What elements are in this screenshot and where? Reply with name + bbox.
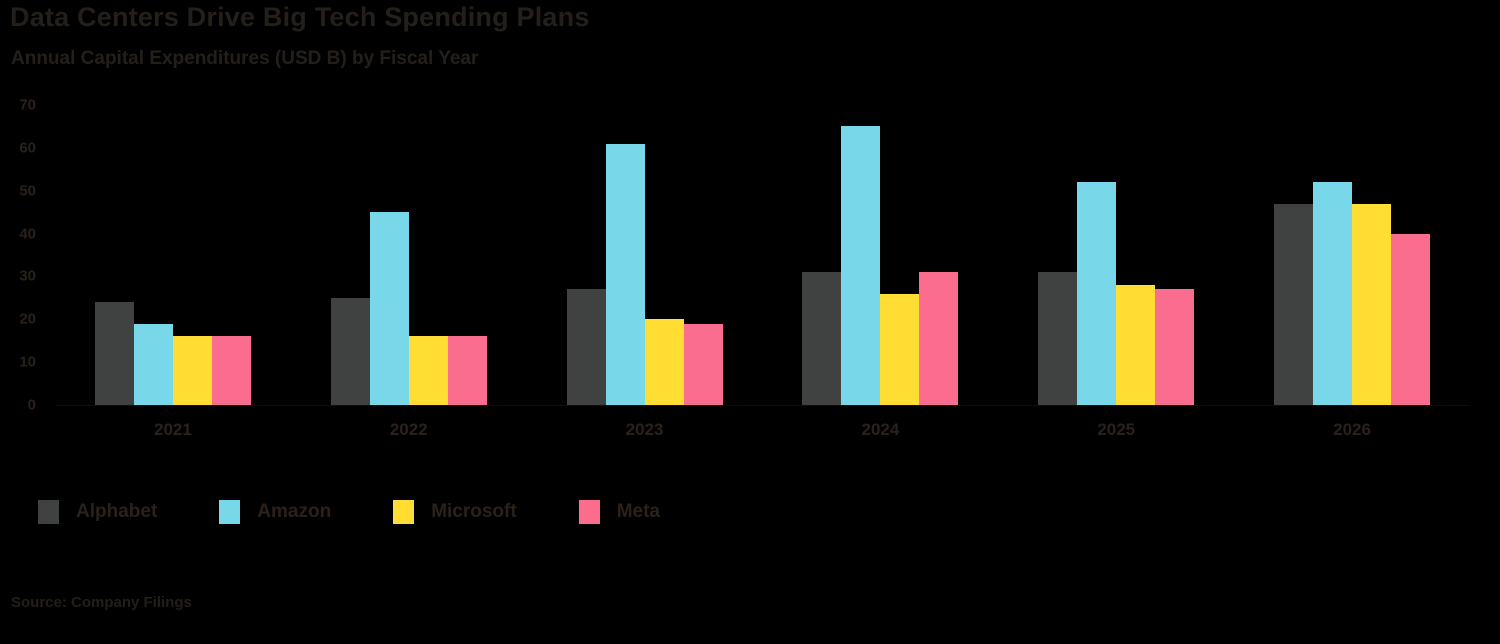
x-axis-tick-label: 2024	[861, 420, 900, 439]
bar-group	[291, 105, 527, 405]
bar-microsoft[interactable]	[1352, 203, 1392, 405]
bar-amazon[interactable]	[369, 212, 409, 405]
x-axis-tick-label: 2023	[625, 420, 664, 439]
plot-area	[55, 105, 1470, 406]
legend: Alphabet Amazon Microsoft Meta	[38, 500, 722, 524]
x-axis-tick-label: 2022	[389, 420, 428, 439]
bar-alphabet[interactable]	[802, 272, 842, 405]
bar-microsoft[interactable]	[408, 336, 448, 405]
bar-group	[998, 105, 1234, 405]
y-axis-tick-label: 10	[19, 353, 36, 371]
legend-swatch-icon	[219, 500, 241, 524]
legend-item-meta[interactable]: Meta	[578, 500, 660, 524]
bar-microsoft[interactable]	[644, 319, 684, 405]
y-axis-tick-label: 50	[19, 182, 36, 200]
bar-amazon[interactable]	[1077, 182, 1117, 405]
y-axis-tick-label: 70	[19, 96, 36, 114]
y-axis-tick-label: 60	[19, 139, 36, 157]
bar-alphabet[interactable]	[94, 302, 134, 405]
x-axis-labels: 2021 2022 2023 2024 2025 2026	[55, 420, 1470, 450]
bar-alphabet[interactable]	[1274, 203, 1314, 405]
bar-meta[interactable]	[1391, 233, 1431, 405]
y-axis-tick-label: 30	[19, 267, 36, 285]
page-subtitle: Annual Capital Expenditures (USD B) by F…	[11, 48, 479, 69]
legend-label: Amazon	[257, 501, 332, 522]
bar-group	[762, 105, 998, 405]
legend-label: Alphabet	[76, 501, 158, 522]
y-axis: 0 10 20 30 40 50 60 70	[0, 97, 46, 414]
bar-microsoft[interactable]	[1116, 285, 1156, 405]
bar-alphabet[interactable]	[330, 297, 370, 405]
legend-swatch-icon	[393, 500, 415, 524]
legend-swatch-icon	[578, 500, 600, 524]
bar-meta[interactable]	[1155, 289, 1195, 405]
bar-alphabet[interactable]	[566, 289, 606, 405]
legend-item-alphabet[interactable]: Alphabet	[38, 500, 157, 524]
legend-item-amazon[interactable]: Amazon	[219, 500, 331, 524]
bar-group	[55, 105, 291, 405]
legend-label: Meta	[616, 501, 660, 522]
legend-label: Microsoft	[431, 501, 517, 522]
legend-swatch-icon	[38, 500, 59, 524]
bar-alphabet[interactable]	[1038, 272, 1078, 405]
bar-microsoft[interactable]	[172, 336, 212, 405]
bar-amazon[interactable]	[133, 323, 173, 405]
bar-microsoft[interactable]	[880, 293, 920, 405]
bar-amazon[interactable]	[605, 143, 645, 405]
x-axis-line	[55, 405, 1470, 406]
bar-group	[527, 105, 763, 405]
bar-meta[interactable]	[683, 323, 723, 405]
bar-meta[interactable]	[919, 272, 959, 405]
bar-groups	[55, 105, 1470, 405]
bar-group	[1234, 105, 1470, 405]
x-axis-tick-label: 2021	[154, 420, 192, 439]
source-note: Source: Company Filings	[11, 594, 192, 611]
legend-item-microsoft[interactable]: Microsoft	[393, 500, 517, 524]
y-axis-tick-label: 20	[19, 310, 36, 328]
bar-amazon[interactable]	[841, 126, 881, 405]
y-axis-tick-label: 40	[19, 225, 36, 243]
x-axis-tick-label: 2025	[1097, 420, 1136, 439]
bar-meta[interactable]	[211, 336, 251, 405]
y-axis-tick-label: 0	[27, 396, 36, 414]
bar-amazon[interactable]	[1313, 182, 1353, 405]
bar-meta[interactable]	[447, 336, 487, 405]
x-axis-tick-label: 2026	[1333, 420, 1371, 439]
page-title: Data Centers Drive Big Tech Spending Pla…	[10, 2, 590, 32]
